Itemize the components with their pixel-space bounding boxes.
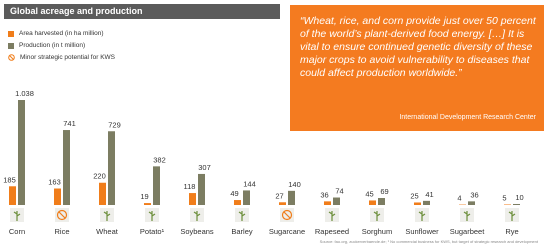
value-label: 382 [153, 155, 166, 164]
value-label: 163 [48, 178, 61, 187]
bar [99, 183, 106, 205]
bar [504, 204, 511, 205]
bar [9, 186, 16, 205]
bar [63, 130, 70, 205]
page: Global acreage and production Area harve… [0, 0, 544, 248]
value-label: 185 [3, 175, 16, 184]
value-label: 118 [184, 182, 196, 191]
value-label: 27 [275, 191, 283, 200]
x-tick-label: Corn [9, 227, 25, 236]
bar [144, 203, 151, 205]
value-label: 140 [288, 180, 301, 189]
bar [198, 174, 205, 205]
bar [324, 201, 331, 205]
bar [189, 193, 196, 205]
bar [279, 202, 286, 205]
value-label: 41 [425, 190, 433, 199]
source-note: Source: fao.org, zuckerverbaende.de; ¹ N… [320, 239, 539, 244]
bar [108, 131, 115, 205]
bar [54, 189, 61, 205]
bar [513, 204, 520, 205]
value-label: 74 [335, 187, 343, 196]
bar [288, 191, 295, 205]
x-tick-label: Barley [231, 227, 253, 236]
bar [414, 202, 421, 205]
value-label: 220 [93, 172, 106, 181]
value-label: 69 [380, 187, 388, 196]
x-tick-label: Wheat [96, 227, 119, 236]
value-label: 5 [502, 193, 506, 202]
bar [234, 200, 241, 205]
value-label: 25 [410, 191, 418, 200]
value-label: 36 [320, 190, 328, 199]
x-tick-label: Soybeans [180, 227, 214, 236]
value-label: 36 [470, 190, 478, 199]
x-tick-label: Sugarcane [269, 227, 305, 236]
bar [423, 201, 430, 205]
bar [468, 201, 475, 205]
bar [153, 166, 160, 205]
chart: Source: fao.org, zuckerverbaende.de; ¹ N… [0, 0, 544, 248]
bar [243, 190, 250, 205]
value-label: 741 [63, 119, 76, 128]
value-label: 10 [515, 193, 523, 202]
value-label: 729 [108, 120, 121, 129]
x-tick-label: Sorghum [362, 227, 392, 236]
x-tick-label: Rice [54, 227, 69, 236]
bar [18, 100, 25, 205]
value-label: 144 [243, 179, 256, 188]
value-label: 45 [365, 189, 373, 198]
value-label: 19 [140, 192, 148, 201]
x-tick-label: Rye [505, 227, 518, 236]
bar [378, 198, 385, 205]
bar [333, 198, 340, 205]
x-tick-label: Potato¹ [140, 227, 165, 236]
value-label: 1.038 [15, 89, 34, 98]
bar [369, 200, 376, 205]
value-label: 307 [198, 163, 211, 172]
value-label: 4 [457, 194, 461, 203]
x-tick-label: Sugarbeet [450, 227, 486, 236]
value-label: 49 [230, 189, 238, 198]
x-tick-label: Rapeseed [315, 227, 349, 236]
x-tick-label: Sunflower [405, 227, 439, 236]
